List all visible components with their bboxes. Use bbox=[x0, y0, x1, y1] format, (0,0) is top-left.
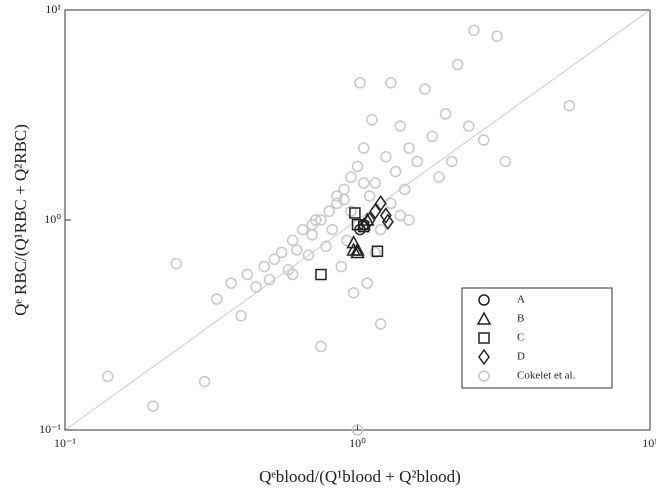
point bbox=[426, 130, 438, 143]
point bbox=[380, 151, 392, 163]
point bbox=[462, 120, 475, 132]
point bbox=[371, 245, 384, 257]
point bbox=[351, 218, 364, 231]
legend-marker bbox=[478, 294, 490, 306]
point bbox=[385, 77, 397, 89]
point bbox=[331, 190, 343, 202]
legend-label: Cokelet et al. bbox=[517, 370, 576, 382]
legend-marker bbox=[478, 370, 490, 382]
point bbox=[286, 268, 299, 281]
point bbox=[363, 190, 376, 202]
point bbox=[350, 244, 365, 259]
point bbox=[374, 318, 387, 330]
point bbox=[315, 340, 327, 353]
point bbox=[286, 234, 299, 247]
point bbox=[403, 214, 415, 226]
point bbox=[210, 293, 223, 305]
point bbox=[357, 142, 370, 154]
y-tick-label: 10⁻¹ bbox=[39, 422, 61, 436]
point bbox=[563, 99, 576, 112]
legend-label: A bbox=[517, 294, 525, 306]
point bbox=[491, 30, 503, 42]
legend-marker bbox=[478, 348, 490, 366]
y-axis-label: Qᵉ RBC/(Q¹RBC + Q²RBC) bbox=[11, 124, 30, 316]
point bbox=[323, 205, 335, 218]
point bbox=[379, 207, 392, 224]
x-tick-label: 10⁻¹ bbox=[54, 436, 76, 450]
point bbox=[170, 257, 182, 270]
point bbox=[345, 171, 357, 183]
legend-marker bbox=[478, 332, 490, 344]
point bbox=[468, 24, 480, 37]
point bbox=[403, 142, 415, 154]
point bbox=[315, 268, 327, 281]
point bbox=[263, 273, 276, 286]
legend-label: C bbox=[517, 332, 524, 344]
point bbox=[346, 235, 361, 249]
point bbox=[225, 277, 237, 289]
point bbox=[275, 246, 288, 259]
x-tick-label: 10⁰ bbox=[349, 436, 366, 450]
point bbox=[354, 77, 366, 89]
point bbox=[411, 155, 423, 168]
point bbox=[419, 83, 431, 95]
point bbox=[394, 209, 406, 222]
point bbox=[350, 242, 365, 256]
point bbox=[258, 260, 271, 273]
point bbox=[101, 370, 114, 383]
point bbox=[297, 223, 309, 236]
point bbox=[241, 268, 254, 281]
point bbox=[477, 134, 490, 146]
point bbox=[250, 281, 262, 293]
point bbox=[374, 195, 387, 212]
legend-label: B bbox=[517, 313, 524, 325]
point bbox=[357, 177, 370, 189]
point bbox=[374, 223, 387, 236]
point bbox=[235, 309, 247, 322]
point bbox=[349, 207, 361, 219]
point bbox=[268, 253, 281, 266]
point bbox=[326, 223, 339, 236]
point bbox=[499, 155, 512, 168]
point bbox=[351, 160, 364, 173]
point bbox=[351, 424, 364, 436]
point bbox=[369, 246, 382, 259]
point bbox=[315, 214, 327, 226]
point bbox=[306, 229, 318, 241]
point bbox=[369, 203, 382, 220]
legend-marker bbox=[476, 311, 492, 325]
point bbox=[347, 287, 360, 299]
point bbox=[385, 197, 397, 210]
point bbox=[398, 183, 411, 196]
point bbox=[369, 177, 382, 189]
x-axis-label: Qᵉblood/(Q¹blood + Q²blood) bbox=[259, 467, 461, 486]
point bbox=[306, 218, 318, 231]
point bbox=[335, 260, 348, 273]
point bbox=[302, 249, 315, 261]
point bbox=[439, 108, 452, 120]
point bbox=[361, 277, 374, 289]
point bbox=[433, 171, 445, 183]
y-tick-label: 10¹ bbox=[45, 2, 61, 16]
point bbox=[381, 213, 394, 231]
point bbox=[345, 205, 357, 218]
point bbox=[389, 165, 402, 178]
point bbox=[394, 120, 406, 132]
point bbox=[445, 155, 458, 168]
point bbox=[338, 193, 350, 206]
point bbox=[198, 375, 211, 388]
point bbox=[363, 211, 376, 229]
y-tick-label: 10⁰ bbox=[44, 212, 61, 226]
legend-label: D bbox=[517, 351, 525, 363]
point bbox=[291, 244, 303, 256]
point bbox=[320, 240, 332, 252]
x-tick-label: 10¹ bbox=[642, 436, 656, 450]
point bbox=[451, 58, 464, 71]
point bbox=[147, 400, 159, 412]
point bbox=[366, 114, 378, 126]
